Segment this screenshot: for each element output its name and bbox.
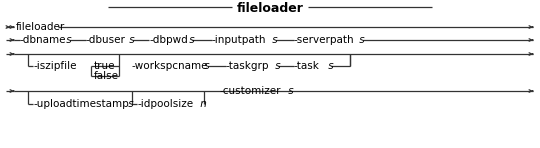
Text: s: s: [269, 35, 278, 45]
Text: -serverpath: -serverpath: [294, 35, 355, 45]
Text: true: true: [94, 61, 116, 71]
Text: -task: -task: [294, 61, 320, 71]
Text: s: s: [325, 61, 334, 71]
Text: -taskgrp: -taskgrp: [226, 61, 269, 71]
Text: s: s: [201, 61, 210, 71]
Text: n: n: [197, 99, 207, 109]
Text: -uploadtimestamp: -uploadtimestamp: [34, 99, 130, 109]
Text: -dbpwd: -dbpwd: [149, 35, 188, 45]
Text: -dbname: -dbname: [20, 35, 66, 45]
Text: s: s: [63, 35, 72, 45]
Text: -inputpath: -inputpath: [212, 35, 267, 45]
Text: s: s: [356, 35, 364, 45]
Text: s: s: [272, 61, 281, 71]
Text: s: s: [125, 99, 133, 109]
Text: -workspcname: -workspcname: [131, 61, 207, 71]
Text: -iszipfile: -iszipfile: [34, 61, 78, 71]
Text: -dbuser: -dbuser: [86, 35, 126, 45]
Text: -idpoolsize: -idpoolsize: [138, 99, 194, 109]
Text: false: false: [94, 71, 119, 81]
Text: s: s: [285, 86, 294, 96]
Text: s: s: [186, 35, 194, 45]
Text: -customizer: -customizer: [219, 86, 280, 96]
Text: fileloader: fileloader: [16, 22, 65, 32]
Text: fileloader: fileloader: [237, 2, 303, 15]
Text: s: s: [126, 35, 134, 45]
